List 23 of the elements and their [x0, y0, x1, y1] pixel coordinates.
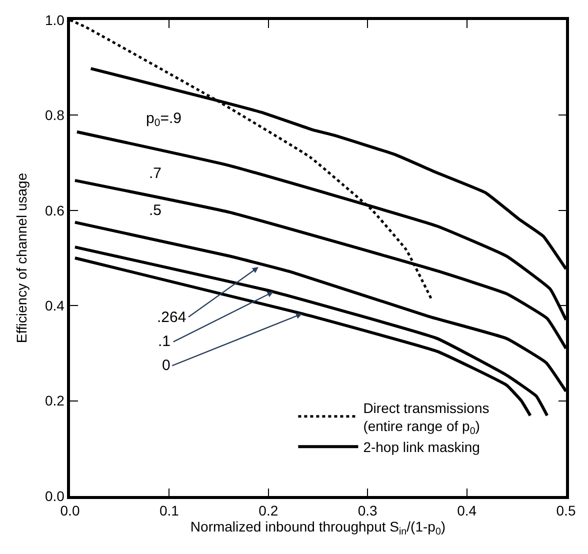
y-tick-label: 0.4 [44, 298, 65, 314]
annotation: p$_{0}$=.9 [146, 110, 182, 130]
x-tick-label: 0.2 [258, 502, 278, 519]
legend-label: 2-hop link masking [363, 439, 480, 456]
y-axis-title: Efficiency of channel usage [14, 172, 30, 344]
annotation: .264 [157, 309, 186, 326]
y-tick-label: 0.2 [44, 392, 65, 409]
y-tick-label: 0.6 [44, 202, 65, 218]
annotation: .7 [149, 165, 162, 182]
annotation: 0 [162, 357, 170, 374]
y-tick-label: 1.0 [44, 12, 65, 28]
x-tick-label: 0.0 [60, 502, 80, 519]
line-series [73, 220, 566, 393]
x-tick-label: 0.1 [159, 502, 180, 519]
annotation: .5 [149, 202, 162, 219]
x-tick-label: 0.5 [556, 502, 576, 519]
y-tick-label: 0.0 [44, 488, 65, 504]
annotation: .1 [158, 333, 171, 350]
x-tick-label: 0.4 [457, 502, 477, 519]
y-tick-label: 0.8 [44, 107, 65, 124]
x-axis-title: Normalized inbound throughput S$_{in}$/(1-p$_{0}$) [190, 518, 446, 538]
x-tick-label: 0.3 [358, 502, 378, 519]
legend-label: Direct transmissions (entire range of p$_{0}$) [363, 400, 490, 437]
